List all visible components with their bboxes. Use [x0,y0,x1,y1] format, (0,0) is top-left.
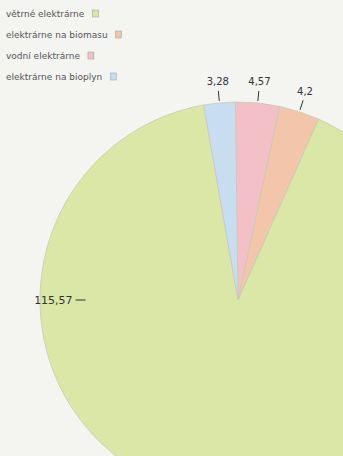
legend-label: elektrárne na biomasu [6,30,108,40]
chart: 115,57 4,2 4,57 3,28 větrné elektrárne elektr… [0,0,343,456]
label-tick [76,300,86,301]
data-label: 115,57 [34,294,73,307]
legend-swatch [88,52,94,59]
legend-label: elektrárne na bioplyn [6,72,102,82]
pie [40,102,343,456]
slice [204,102,238,300]
slice [235,102,279,300]
label-tick [300,100,303,110]
label-tick [257,91,259,101]
label-tick [218,91,220,101]
legend: větrné elektrárne elektrárne na biomasu vo… [6,9,122,82]
legend-swatch [110,73,116,80]
data-label: 4,57 [248,76,270,87]
legend-swatch [92,10,98,17]
slice [40,105,343,456]
legend-swatch [116,31,122,38]
labels: 115,57 4,2 4,57 3,28 [34,76,313,307]
legend-label: vodní elektrárne [6,51,80,61]
data-label: 3,28 [207,76,229,87]
data-label: 4,2 [297,86,313,97]
legend-label: větrné elektrárne [6,9,85,19]
